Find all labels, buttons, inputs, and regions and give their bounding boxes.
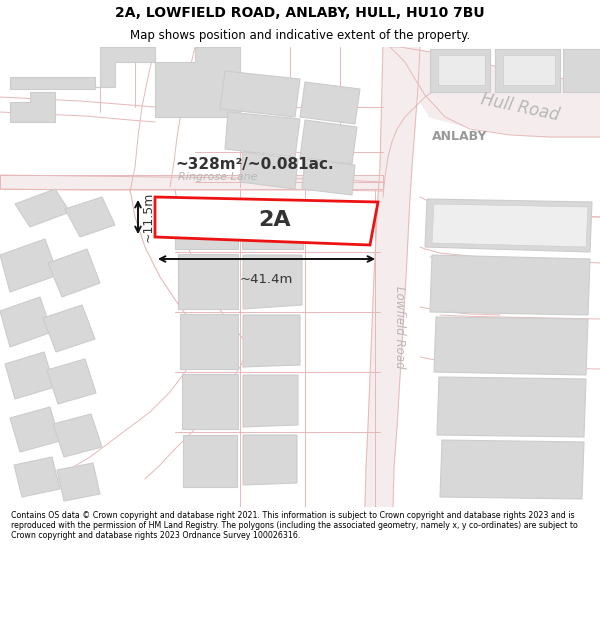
Text: Hull Road: Hull Road	[479, 90, 561, 124]
Polygon shape	[14, 457, 60, 497]
Polygon shape	[48, 249, 100, 297]
Text: ~11.5m: ~11.5m	[142, 192, 155, 242]
Polygon shape	[10, 47, 155, 87]
Text: ~328m²/~0.081ac.: ~328m²/~0.081ac.	[176, 158, 334, 172]
Polygon shape	[0, 239, 58, 292]
Text: Map shows position and indicative extent of the property.: Map shows position and indicative extent…	[130, 29, 470, 42]
Polygon shape	[155, 47, 240, 117]
Polygon shape	[438, 55, 485, 85]
Bar	[0, 175, 383, 189]
Text: ~41.4m: ~41.4m	[240, 273, 293, 286]
Polygon shape	[10, 77, 95, 89]
Polygon shape	[225, 112, 300, 157]
Polygon shape	[155, 197, 378, 245]
Text: 2A, LOWFIELD ROAD, ANLABY, HULL, HU10 7BU: 2A, LOWFIELD ROAD, ANLABY, HULL, HU10 7B…	[115, 6, 485, 20]
Polygon shape	[47, 359, 96, 404]
Polygon shape	[243, 435, 297, 485]
Polygon shape	[563, 49, 600, 92]
Polygon shape	[365, 47, 420, 507]
Polygon shape	[300, 82, 360, 124]
Polygon shape	[175, 207, 238, 249]
Polygon shape	[440, 440, 584, 499]
Polygon shape	[437, 377, 586, 437]
Polygon shape	[243, 375, 298, 427]
Polygon shape	[495, 49, 560, 92]
Polygon shape	[503, 55, 555, 85]
Polygon shape	[10, 407, 60, 452]
Polygon shape	[0, 297, 52, 347]
Polygon shape	[10, 92, 55, 122]
Polygon shape	[15, 189, 70, 227]
Polygon shape	[182, 374, 238, 429]
Text: Lowfield Road: Lowfield Road	[392, 286, 406, 368]
Text: Contains OS data © Crown copyright and database right 2021. This information is : Contains OS data © Crown copyright and d…	[11, 511, 578, 541]
Polygon shape	[5, 352, 55, 399]
Polygon shape	[434, 317, 588, 375]
Polygon shape	[242, 207, 303, 249]
Polygon shape	[220, 71, 300, 117]
Polygon shape	[53, 414, 102, 457]
Polygon shape	[425, 199, 592, 252]
Polygon shape	[390, 47, 600, 137]
Polygon shape	[432, 204, 588, 247]
Polygon shape	[243, 315, 300, 367]
Polygon shape	[430, 255, 590, 315]
Text: ANLABY: ANLABY	[432, 131, 488, 144]
Polygon shape	[43, 305, 95, 352]
Polygon shape	[178, 254, 238, 309]
Polygon shape	[430, 49, 490, 92]
Polygon shape	[65, 197, 115, 237]
Text: 2A: 2A	[258, 210, 291, 230]
Polygon shape	[183, 435, 237, 487]
Polygon shape	[300, 120, 357, 164]
Polygon shape	[302, 159, 355, 195]
Text: Ringrose Lane: Ringrose Lane	[178, 172, 258, 182]
Polygon shape	[243, 255, 302, 309]
Polygon shape	[240, 152, 298, 189]
Polygon shape	[57, 463, 100, 501]
Polygon shape	[180, 314, 238, 369]
